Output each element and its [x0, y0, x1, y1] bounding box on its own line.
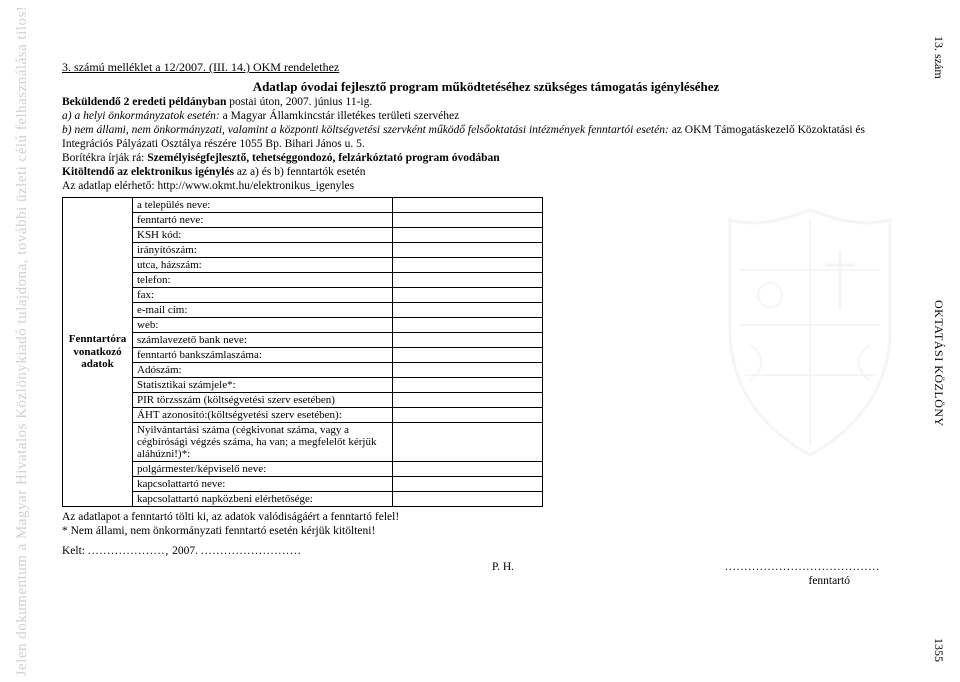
field-label: utca, házszám:	[133, 258, 393, 273]
table-row: PIR törzsszám (költségvetési szerv eseté…	[63, 393, 543, 408]
field-label: fenntartó neve:	[133, 213, 393, 228]
signature-dots: ........................................	[725, 561, 880, 573]
kitoltendo-rest: az a) és b) fenntartók esetén	[234, 166, 366, 178]
boritek-bold: Személyiségfejlesztő, tehetséggondozó, f…	[147, 152, 499, 164]
attachment-reference: 3. számú melléklet a 12/2007. (III. 14.)…	[62, 60, 910, 75]
field-label: ÁHT azonosító:(költségvetési szerv eseté…	[133, 408, 393, 423]
field-value[interactable]	[393, 213, 543, 228]
field-value[interactable]	[393, 258, 543, 273]
kelt-label: Kelt:	[62, 545, 85, 557]
field-label: Nyilvántartási száma (cégkivonat száma, …	[133, 423, 393, 462]
instructions: Beküldendő 2 eredeti példányban postai ú…	[62, 95, 910, 193]
kelt-year: 2007.	[172, 545, 201, 557]
adatlap-url-line: Az adatlap elérhető: http://www.okmt.hu/…	[62, 180, 354, 192]
table-row: irányítószám:	[63, 243, 543, 258]
table-row: ÁHT azonosító:(költségvetési szerv eseté…	[63, 408, 543, 423]
field-value[interactable]	[393, 378, 543, 393]
field-label: telefon:	[133, 273, 393, 288]
signature-area: P. H. ..................................…	[62, 561, 910, 601]
kelt-dots-2: ..........................	[201, 545, 302, 557]
side-label-l3: adatok	[81, 358, 113, 370]
field-label: fenntartó bankszámlaszáma:	[133, 348, 393, 363]
kelt-dots-1: ....................,	[88, 545, 169, 557]
stamp-placeholder: P. H.	[492, 561, 514, 573]
page-issue-number: 13. szám	[931, 36, 946, 79]
field-value[interactable]	[393, 492, 543, 507]
side-label-cell: Fenntartóravonatkozóadatok	[63, 198, 133, 507]
field-label: a település neve:	[133, 198, 393, 213]
table-row: fenntartó neve:	[63, 213, 543, 228]
send-rest: postai úton, 2007. június 11-ig.	[226, 96, 372, 108]
table-row: Nyilvántartási száma (cégkivonat száma, …	[63, 423, 543, 462]
field-label: PIR törzsszám (költségvetési szerv eseté…	[133, 393, 393, 408]
field-value[interactable]	[393, 303, 543, 318]
table-row: web:	[63, 318, 543, 333]
table-row: számlavezető bank neve:	[63, 333, 543, 348]
table-row: Fenntartóravonatkozóadatoka település ne…	[63, 198, 543, 213]
field-value[interactable]	[393, 462, 543, 477]
field-value[interactable]	[393, 408, 543, 423]
table-row: polgármester/képviselő neve:	[63, 462, 543, 477]
field-label: irányítószám:	[133, 243, 393, 258]
field-value[interactable]	[393, 273, 543, 288]
send-bold: Beküldendő 2 eredeti példányban	[62, 96, 226, 108]
form-title: Adatlap óvodai fejlesztő program működte…	[62, 79, 910, 95]
kitoltendo-bold: Kitöltendő az elektronikus igénylés	[62, 166, 234, 178]
table-row: kapcsolattartó napközbeni elérhetősége:	[63, 492, 543, 507]
side-label-l1: Fenntartóra	[69, 333, 126, 345]
table-row: telefon:	[63, 273, 543, 288]
field-value[interactable]	[393, 198, 543, 213]
boritek-pre: Borítékra írják rá:	[62, 152, 147, 164]
field-value[interactable]	[393, 363, 543, 378]
left-watermark: Jelen dokumentum a Magyar Hivatalos Közl…	[14, 6, 31, 677]
field-value[interactable]	[393, 423, 543, 462]
field-value[interactable]	[393, 228, 543, 243]
table-row: KSH kód:	[63, 228, 543, 243]
line-a-rest: a Magyar Államkincstár illetékes terület…	[220, 110, 459, 122]
publication-title: OKTATÁSI KÖZLÖNY	[931, 300, 946, 427]
table-row: Statisztikai számjele*:	[63, 378, 543, 393]
table-row: fenntartó bankszámlaszáma:	[63, 348, 543, 363]
field-value[interactable]	[393, 477, 543, 492]
field-value[interactable]	[393, 333, 543, 348]
side-label-l2: vonatkozó	[73, 346, 121, 358]
line-b-italic: b) nem állami, nem önkormányzati, valami…	[62, 124, 669, 136]
table-row: kapcsolattartó neve:	[63, 477, 543, 492]
footer-notes: Az adatlapot a fenntartó tölti ki, az ad…	[62, 510, 910, 539]
field-value[interactable]	[393, 243, 543, 258]
field-label: Adószám:	[133, 363, 393, 378]
table-row: fax:	[63, 288, 543, 303]
document-content: 3. számú melléklet a 12/2007. (III. 14.)…	[62, 60, 910, 601]
table-row: utca, házszám:	[63, 258, 543, 273]
field-label: e-mail cím:	[133, 303, 393, 318]
field-label: Statisztikai számjele*:	[133, 378, 393, 393]
table-row: Adószám:	[63, 363, 543, 378]
line-a-italic: a) a helyi önkormányzatok esetén:	[62, 110, 220, 122]
field-value[interactable]	[393, 318, 543, 333]
footer-line-2: * Nem állami, nem önkormányzati fenntart…	[62, 525, 375, 537]
page-number: 1355	[931, 638, 946, 662]
field-value[interactable]	[393, 288, 543, 303]
field-label: kapcsolattartó napközbeni elérhetősége:	[133, 492, 393, 507]
field-label: KSH kód:	[133, 228, 393, 243]
field-label: polgármester/képviselő neve:	[133, 462, 393, 477]
field-label: számlavezető bank neve:	[133, 333, 393, 348]
footer-line-1: Az adatlapot a fenntartó tölti ki, az ad…	[62, 511, 399, 523]
signature-label: fenntartó	[808, 575, 850, 587]
form-table: Fenntartóravonatkozóadatoka település ne…	[62, 197, 543, 507]
field-label: web:	[133, 318, 393, 333]
field-label: fax:	[133, 288, 393, 303]
field-value[interactable]	[393, 348, 543, 363]
form-table-wrap: Fenntartóravonatkozóadatoka település ne…	[62, 197, 910, 507]
field-label: kapcsolattartó neve:	[133, 477, 393, 492]
date-row: Kelt: ...................., 2007. ......…	[62, 545, 910, 557]
field-value[interactable]	[393, 393, 543, 408]
table-row: e-mail cím:	[63, 303, 543, 318]
